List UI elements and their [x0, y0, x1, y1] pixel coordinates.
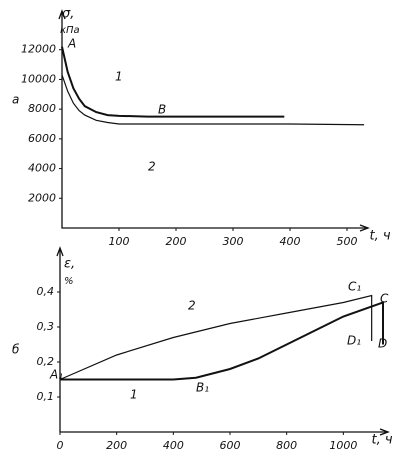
- y-tick-label: 2000: [28, 191, 56, 204]
- annotation: б: [12, 343, 20, 357]
- annotation: A: [67, 37, 76, 51]
- y-axis-unit: кПа: [60, 25, 80, 36]
- annotation: C₁: [348, 280, 361, 294]
- axis-arrow: [56, 246, 390, 436]
- series-line: [59, 294, 373, 381]
- series-line: [61, 74, 365, 126]
- annotation: 1: [115, 70, 123, 84]
- x-tick-label: 0: [57, 439, 64, 452]
- axes: [61, 12, 368, 229]
- x-tick-label: 200: [166, 235, 187, 248]
- annotation: A₁: [49, 368, 63, 382]
- x-tick-label: 200: [106, 439, 127, 452]
- annotation: 2: [188, 299, 196, 313]
- annotation: D₁: [347, 334, 361, 348]
- annotation: 1: [130, 388, 138, 402]
- annotation: B₁: [196, 381, 209, 395]
- y-axis-unit: %: [64, 276, 74, 287]
- x-tick-label: 100: [109, 235, 130, 248]
- x-tick-label: 600: [220, 439, 241, 452]
- x-tick-label: 300: [223, 235, 244, 248]
- y-tick-label: 12000: [21, 43, 56, 56]
- y-axis-label: ε,: [64, 257, 75, 272]
- y-tick-label: 6000: [28, 132, 56, 145]
- annotation: D: [378, 337, 387, 351]
- x-tick-label: 500: [337, 235, 358, 248]
- y-axis-label: σ,: [62, 7, 74, 22]
- y-tick-label: 0,1: [37, 390, 55, 403]
- y-tick-label: 10000: [21, 72, 56, 85]
- x-axis-label: t, ч: [369, 229, 390, 244]
- annotation: 2: [148, 160, 156, 174]
- x-axis-label: t, ч: [371, 433, 392, 448]
- y-tick-label: 0,2: [37, 355, 55, 368]
- x-tick-label: 400: [280, 235, 301, 248]
- series-line: [60, 301, 384, 381]
- x-tick-label: 800: [276, 439, 297, 452]
- series-line: [61, 46, 285, 118]
- annotation: C: [380, 292, 389, 306]
- annotation: a: [12, 93, 19, 107]
- y-tick-label: 4000: [28, 162, 56, 175]
- y-tick-label: 8000: [28, 102, 56, 115]
- annotation: B: [158, 103, 166, 117]
- x-tick-label: 1000: [329, 439, 357, 452]
- axis-arrow: [58, 9, 370, 232]
- x-tick-label: 400: [163, 439, 184, 452]
- y-tick-label: 0,3: [37, 320, 55, 333]
- y-tick-label: 0,4: [37, 285, 55, 298]
- axes: [59, 249, 388, 433]
